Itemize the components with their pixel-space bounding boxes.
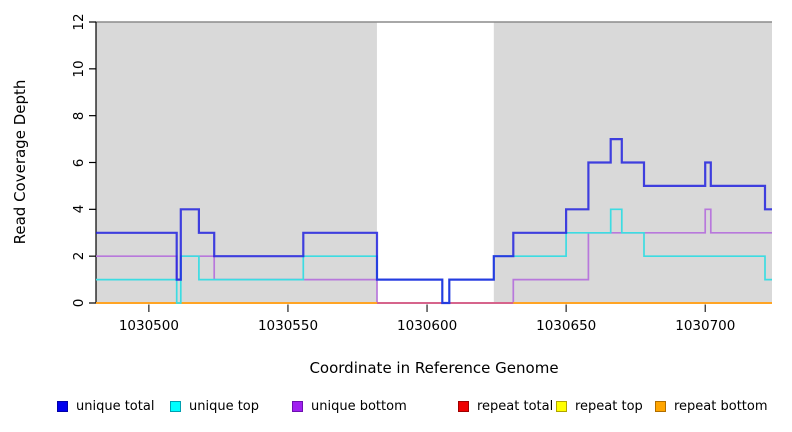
- legend-item-repeat-bottom: repeat bottom: [655, 399, 768, 414]
- legend-label: unique total: [76, 399, 155, 414]
- x-tick-label-1030700: 1030700: [675, 318, 736, 334]
- y-tick-label-8: 8: [71, 111, 87, 120]
- legend-item-unique-total: unique total: [57, 399, 154, 414]
- legend-item-unique-bottom: unique bottom: [292, 399, 407, 414]
- x-tick-label-1030650: 1030650: [536, 318, 597, 334]
- x-tick-label-1030550: 1030550: [257, 318, 319, 334]
- repeat-top-swatch-icon: [556, 401, 567, 412]
- y-tick-label-6: 6: [71, 158, 87, 167]
- legend-item-repeat-total: repeat total: [458, 399, 553, 414]
- unique-bottom-swatch-icon: [292, 401, 303, 412]
- y-tick-label-10: 10: [71, 60, 87, 78]
- x-axis-title: Coordinate in Reference Genome: [309, 359, 559, 377]
- legend-item-unique-top: unique top: [170, 399, 259, 414]
- repeat-total-swatch-icon: [458, 401, 469, 412]
- legend-item-repeat-top: repeat top: [556, 399, 643, 414]
- y-axis-title: Read Coverage Depth: [11, 79, 29, 245]
- y-tick-label-4: 4: [71, 205, 87, 214]
- legend-label: unique top: [189, 399, 260, 414]
- y-tick-label-2: 2: [71, 251, 87, 261]
- legend-label: unique bottom: [311, 399, 407, 414]
- repeat-bottom-swatch-icon: [655, 401, 666, 412]
- unique-top-swatch-icon: [170, 401, 181, 412]
- legend-label: repeat top: [575, 399, 643, 414]
- unique-total-swatch-icon: [57, 401, 68, 412]
- legend-label: repeat total: [477, 399, 554, 414]
- y-tick-label-12: 12: [71, 13, 87, 31]
- x-tick-label-1030600: 1030600: [397, 318, 458, 334]
- legend-label: repeat bottom: [674, 399, 768, 414]
- x-tick-label-1030500: 1030500: [118, 318, 179, 334]
- y-tick-label-0: 0: [71, 298, 87, 308]
